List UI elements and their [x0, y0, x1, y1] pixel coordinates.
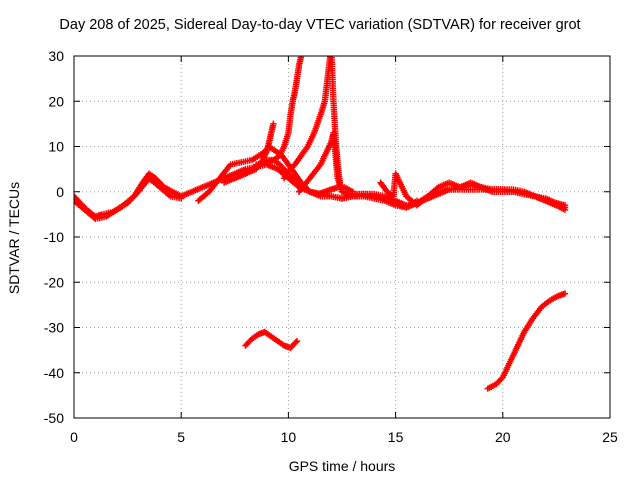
- x-tick-label: 20: [495, 429, 511, 445]
- y-tick-label: -20: [44, 274, 64, 290]
- y-tick-label: -50: [44, 410, 64, 426]
- tick-marks: [73, 55, 611, 419]
- y-tick-label: 10: [48, 139, 64, 155]
- y-tick-label: -10: [44, 229, 64, 245]
- marker-trail: [349, 181, 569, 214]
- x-tick-label: 5: [177, 429, 185, 445]
- marker-trail: [74, 175, 185, 223]
- y-tick-label: -30: [44, 320, 64, 336]
- x-axis-label: GPS time / hours: [288, 458, 396, 474]
- y-tick-label: 30: [48, 48, 64, 64]
- marker-trail: [231, 120, 277, 182]
- marker-trail: [484, 290, 569, 392]
- series-trace-6: [253, 56, 305, 168]
- series-trace-2: [74, 175, 185, 223]
- data-layer: [74, 56, 569, 392]
- marker-trail: [253, 56, 305, 168]
- x-tick-label: 25: [602, 429, 618, 445]
- x-tick-label: 15: [388, 429, 404, 445]
- y-tick-label: 20: [48, 93, 64, 109]
- y-tick-label: -40: [44, 365, 64, 381]
- series-trace-10: [349, 181, 569, 214]
- chart-title: Day 208 of 2025, Sidereal Day-to-day VTE…: [59, 17, 581, 33]
- marker-trail: [242, 328, 301, 352]
- y-tick-label: 0: [56, 184, 64, 200]
- x-tick-label: 10: [281, 429, 297, 445]
- grid: [74, 56, 610, 418]
- tick-labels: 0 5 10 15 20 25 -50 -40 -30 -20 -10 0 10 20 30: [44, 48, 618, 445]
- series-trace-11: [242, 328, 301, 352]
- series-trace-12: [484, 290, 569, 392]
- series-trace-5: [231, 120, 277, 182]
- y-axis-label: SDTVAR / TECUs: [6, 181, 22, 295]
- x-tick-label: 0: [70, 429, 78, 445]
